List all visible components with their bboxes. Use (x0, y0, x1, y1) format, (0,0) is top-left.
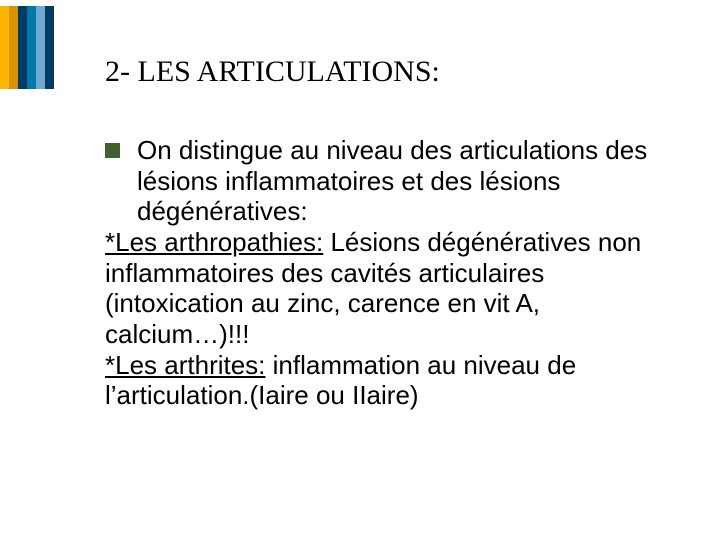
stripe-5 (36, 6, 45, 89)
stripe-1 (0, 6, 9, 89)
star-paragraph-1: *Les arthropathies: Lésions dégénérative… (105, 227, 680, 350)
square-bullet-icon (105, 143, 120, 158)
stripe-4 (27, 6, 36, 89)
side-stripes (0, 6, 54, 89)
paragraph-1: On distingue au niveau des articulations… (137, 135, 647, 226)
bullet-paragraph: On distingue au niveau des articulations… (105, 135, 680, 227)
arthrites-label: *Les arthrites: (105, 350, 265, 380)
stripe-2 (9, 6, 18, 89)
stripe-3 (18, 6, 27, 89)
arthropathies-label: *Les arthropathies: (105, 227, 323, 257)
slide-title: 2- LES ARTICULATIONS: (105, 55, 680, 89)
stripe-6 (45, 6, 54, 89)
body-text: On distingue au niveau des articulations… (105, 135, 680, 411)
slide-content: 2- LES ARTICULATIONS: On distingue au ni… (105, 55, 680, 411)
star-paragraph-2: *Les arthrites: inflammation au niveau d… (105, 350, 680, 411)
